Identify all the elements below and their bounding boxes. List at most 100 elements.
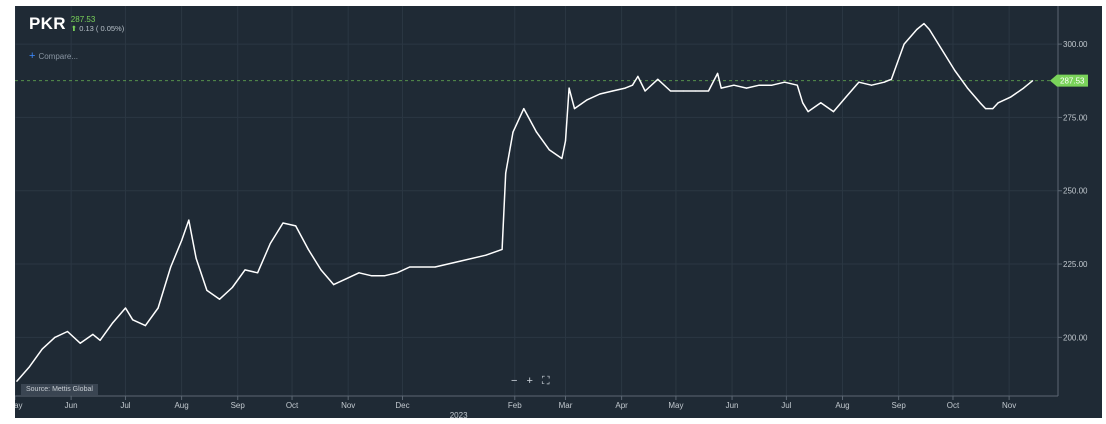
fullscreen-button[interactable]: ⛶ xyxy=(541,375,550,387)
x-tick-label: Nov xyxy=(341,401,355,410)
data-point xyxy=(231,286,233,289)
data-point xyxy=(954,69,956,72)
x-tick-label: Sep xyxy=(231,401,246,410)
data-point xyxy=(644,90,646,92)
data-point xyxy=(434,266,436,268)
x-tick-label: Feb xyxy=(508,401,522,410)
x-tick-label: Nov xyxy=(1002,401,1016,410)
data-point xyxy=(928,28,931,31)
data-point xyxy=(269,242,271,245)
data-point xyxy=(832,111,835,113)
x-tick-label: Mar xyxy=(559,401,573,410)
x-tick-label: Aug xyxy=(174,401,188,410)
data-point xyxy=(612,90,614,92)
data-point xyxy=(985,108,987,110)
data-point xyxy=(1032,80,1034,82)
data-point xyxy=(170,266,172,268)
plus-icon: + xyxy=(29,50,36,62)
compare-label: Compare... xyxy=(38,52,79,61)
x-tick-label: Oct xyxy=(947,401,960,410)
data-point xyxy=(396,272,398,274)
data-point xyxy=(890,78,893,80)
y-tick-label: 300.00 xyxy=(1063,40,1088,49)
zoom-toolbar: − + ⛶ xyxy=(511,375,550,388)
y-tick-label: 225.00 xyxy=(1063,260,1088,269)
data-point xyxy=(707,90,710,92)
data-point xyxy=(409,266,411,268)
last-price: 287.53 xyxy=(70,15,96,24)
data-point xyxy=(903,43,905,45)
data-point xyxy=(733,84,735,86)
y-tick-label: 250.00 xyxy=(1063,187,1088,196)
data-point xyxy=(870,84,873,86)
data-point xyxy=(505,172,507,174)
data-point xyxy=(157,307,159,309)
data-point xyxy=(358,272,360,274)
data-point xyxy=(244,269,246,271)
x-tick-label: Jul xyxy=(781,401,791,410)
data-point xyxy=(966,87,969,89)
zoom-out-button[interactable]: − xyxy=(511,375,518,387)
data-point xyxy=(512,131,514,133)
data-point xyxy=(320,269,322,271)
x-tick-label: Dec xyxy=(395,401,409,410)
quote-block: 287.53 ⬆ 0.13 ( 0.05%) xyxy=(71,15,124,33)
data-point xyxy=(624,87,626,89)
price-series-line xyxy=(16,22,1034,382)
data-point xyxy=(802,102,804,104)
data-point xyxy=(883,81,885,83)
data-point xyxy=(16,380,18,382)
ticker-symbol: PKR xyxy=(29,14,66,33)
data-point xyxy=(858,81,860,83)
data-point xyxy=(124,307,127,309)
data-point xyxy=(695,90,697,92)
data-point xyxy=(599,93,601,95)
data-point xyxy=(796,84,798,86)
data-point xyxy=(669,90,672,92)
y-tick-label: 200.00 xyxy=(1063,333,1088,342)
data-point xyxy=(188,219,190,221)
x-tick-label: Jul xyxy=(120,401,130,410)
data-point xyxy=(758,84,760,86)
up-arrow-icon: ⬆ xyxy=(70,24,78,33)
x-tick-label: May xyxy=(668,401,683,410)
zoom-in-button[interactable]: + xyxy=(526,375,533,387)
data-point xyxy=(997,102,999,104)
data-point xyxy=(717,72,719,74)
data-point xyxy=(28,366,31,368)
data-point xyxy=(1010,96,1012,98)
data-point xyxy=(282,222,284,224)
data-point xyxy=(979,102,981,104)
data-point xyxy=(568,87,570,89)
data-point xyxy=(561,157,563,160)
data-point xyxy=(307,248,309,250)
data-point xyxy=(219,298,221,300)
data-point xyxy=(941,49,943,51)
data-point xyxy=(92,333,94,335)
data-point xyxy=(195,257,197,259)
data-point xyxy=(99,339,101,341)
data-point xyxy=(916,28,918,31)
data-point xyxy=(845,96,847,98)
price-tag-label: 287.53 xyxy=(1060,77,1085,86)
data-point xyxy=(485,254,487,256)
data-point xyxy=(79,342,81,344)
data-point xyxy=(523,108,525,110)
x-tick-label: Aug xyxy=(835,401,849,410)
data-point xyxy=(66,330,69,333)
data-point xyxy=(784,81,786,83)
data-point xyxy=(657,78,659,80)
data-point xyxy=(383,275,385,277)
data-point xyxy=(54,336,56,338)
x-year-label: 2023 xyxy=(450,411,468,418)
compare-button[interactable]: + Compare... xyxy=(29,50,78,62)
x-tick-label: Oct xyxy=(286,401,299,410)
price-tag xyxy=(1050,74,1088,87)
data-point xyxy=(132,319,134,321)
data-point xyxy=(333,284,335,286)
data-point xyxy=(564,140,567,142)
price-change-text: 0.13 ( 0.05%) xyxy=(79,24,125,33)
chart-header: PKR 287.53 ⬆ 0.13 ( 0.05%) xyxy=(29,14,124,34)
data-point xyxy=(459,260,461,262)
price-chart[interactable]: 200.00 225.00 250.00 275.00 300.00 May Jun Jul A… xyxy=(15,6,1102,418)
